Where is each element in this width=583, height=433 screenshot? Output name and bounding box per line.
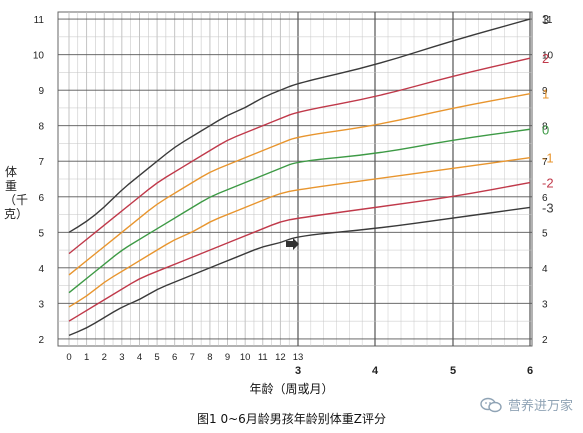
x-tick-label-week: 12 (275, 352, 286, 363)
x-tick-label-week: 8 (207, 352, 212, 363)
series-line-z-3 (68, 206, 531, 336)
y-tick-label-right: 6 (542, 193, 548, 204)
x-tick-label-week: 9 (225, 352, 230, 363)
figure-caption: 图1 0~6月龄男孩年龄别体重Z评分 (197, 412, 386, 426)
watermark-text: 营养进万家 (507, 399, 573, 414)
series-line-z2 (68, 57, 531, 255)
y-tick-label: 11 (34, 15, 45, 26)
y-tick-label: 3 (38, 299, 44, 310)
series-line-z0 (68, 128, 531, 294)
y-tick-label: 5 (38, 228, 44, 239)
x-axis-title: 年龄（周或月） (249, 382, 334, 396)
y-axis-title: 体重（千克） (4, 165, 29, 221)
y-tick-label-right: 3 (542, 299, 548, 310)
x-tick-label-week: 4 (137, 352, 142, 363)
y-tick-label: 6 (38, 193, 44, 204)
y-tick-label-right: 8 (542, 122, 548, 133)
watermark: 营养进万家 (480, 395, 573, 414)
y-tick-label: 4 (38, 264, 44, 275)
y-tick-label: 2 (38, 335, 44, 346)
x-tick-label-month: 5 (450, 365, 456, 377)
series-label-z-2: -2 (542, 176, 554, 191)
series-label-z-3: -3 (542, 200, 554, 215)
arrow-marker-icon (286, 238, 299, 250)
y-tick-label-right: 5 (542, 228, 548, 239)
x-tick-label-month: 4 (372, 365, 379, 377)
y-tick-label: 8 (38, 122, 44, 133)
x-tick-label-week: 13 (293, 352, 304, 363)
y-tick-label-right: 9 (542, 86, 548, 97)
series-line-z-2 (68, 181, 531, 322)
series-label-z2: 2 (542, 51, 549, 66)
y-tick-label: 7 (38, 157, 44, 168)
x-tick-label-week: 1 (84, 352, 89, 363)
y-tick-label-right: 4 (542, 264, 548, 275)
series-line-z-1 (68, 156, 531, 308)
x-tick-label-month: 6 (527, 365, 533, 377)
x-tick-label-week: 2 (102, 352, 107, 363)
x-tick-label-month: 3 (295, 365, 301, 377)
x-tick-label-week: 10 (240, 352, 251, 363)
series-line-z1 (68, 93, 531, 276)
series-label-z1: 1 (542, 87, 549, 102)
y-tick-label-right: 2 (542, 335, 548, 346)
series-label-z-1: -1 (542, 151, 554, 166)
series-label-z3: 3 (542, 12, 549, 27)
x-tick-label-week: 3 (119, 352, 124, 363)
y-tick-label-right: 11 (542, 15, 553, 26)
x-tick-label-week: 0 (66, 352, 71, 363)
x-tick-label-week: 7 (190, 352, 195, 363)
y-tick-label: 10 (33, 51, 45, 62)
wechat-bubble-icon (480, 397, 502, 412)
x-tick-label-week: 11 (258, 352, 268, 363)
x-tick-label-week: 5 (154, 352, 159, 363)
y-tick-label-right: 10 (542, 51, 554, 62)
series-label-z0: 0 (542, 122, 549, 137)
series-line-z3 (68, 18, 531, 233)
y-tick-label: 9 (38, 86, 44, 97)
x-tick-label-week: 6 (172, 352, 177, 363)
y-tick-label-right: 7 (542, 157, 548, 168)
